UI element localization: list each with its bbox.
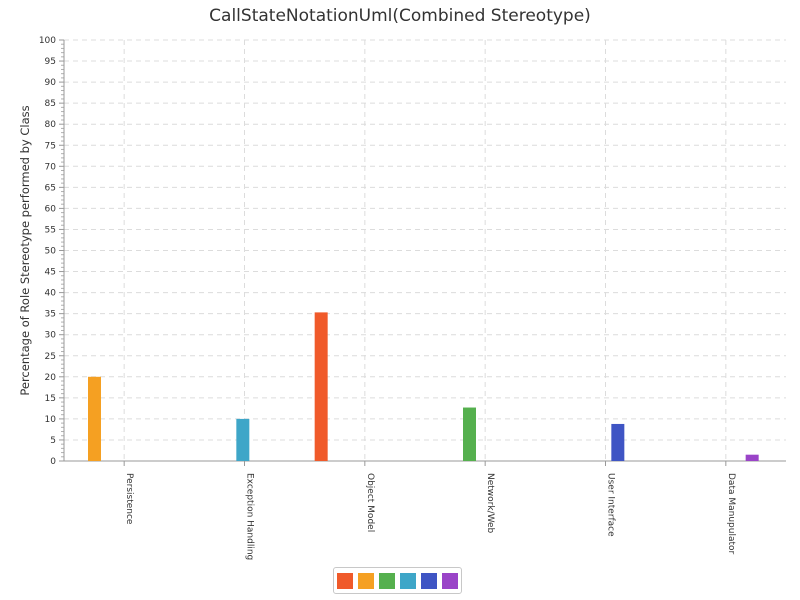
x-category-label: Data Manupulator [726, 473, 736, 555]
y-tick-label: 55 [45, 225, 56, 235]
x-category-label: Exception Handling [245, 473, 255, 560]
y-tick-label: 60 [45, 204, 57, 214]
legend-swatch [421, 572, 437, 589]
legend-swatch [358, 572, 374, 589]
y-tick-label: 30 [45, 331, 57, 341]
legend [333, 567, 462, 594]
legend-swatch [337, 572, 353, 589]
y-tick-label: 90 [45, 78, 57, 88]
y-tick-label: 5 [50, 436, 56, 446]
y-tick-label: 40 [45, 289, 57, 299]
y-tick-label: 0 [50, 457, 56, 467]
bars [88, 312, 759, 461]
y-axis-title: Percentage of Role Stereotype performed … [18, 105, 32, 395]
bar [745, 454, 759, 461]
x-category-label: User Interface [606, 473, 616, 537]
y-tick-label: 75 [45, 141, 56, 151]
bar [88, 376, 101, 461]
legend-swatch [400, 572, 416, 589]
y-tick-label: 45 [45, 268, 56, 278]
bar [314, 312, 328, 461]
x-category-label: Persistence [124, 473, 134, 525]
y-tick-label: 65 [45, 183, 56, 193]
y-tick-label: 15 [45, 394, 56, 404]
bar [611, 423, 625, 461]
axes [59, 39, 786, 466]
grid-lines [64, 39, 786, 461]
y-tick-label: 10 [45, 415, 57, 425]
y-tick-label: 85 [45, 99, 56, 109]
legend-swatch [379, 572, 395, 589]
bar [463, 407, 476, 461]
x-category-label: Object Model [365, 473, 375, 532]
x-category-label: Network/Web [485, 473, 495, 534]
labels: 0 5 10 15 20 25 30 35 40 45 50 55 60 65 70 75 80 85 90 95 10… [18, 36, 736, 560]
y-tick-label: 80 [45, 120, 57, 130]
chart-title: CallStateNotationUml(Combined Stereotype… [209, 6, 591, 26]
y-tick-label: 100 [39, 36, 56, 46]
y-tick-label: 70 [45, 162, 57, 172]
y-tick-label: 35 [45, 310, 56, 320]
y-tick-label: 20 [45, 373, 57, 383]
legend-swatch [442, 572, 458, 589]
y-tick-label: 95 [45, 57, 56, 67]
y-tick-label: 50 [45, 247, 57, 257]
y-tick-label: 25 [45, 352, 56, 362]
bar [236, 418, 250, 461]
